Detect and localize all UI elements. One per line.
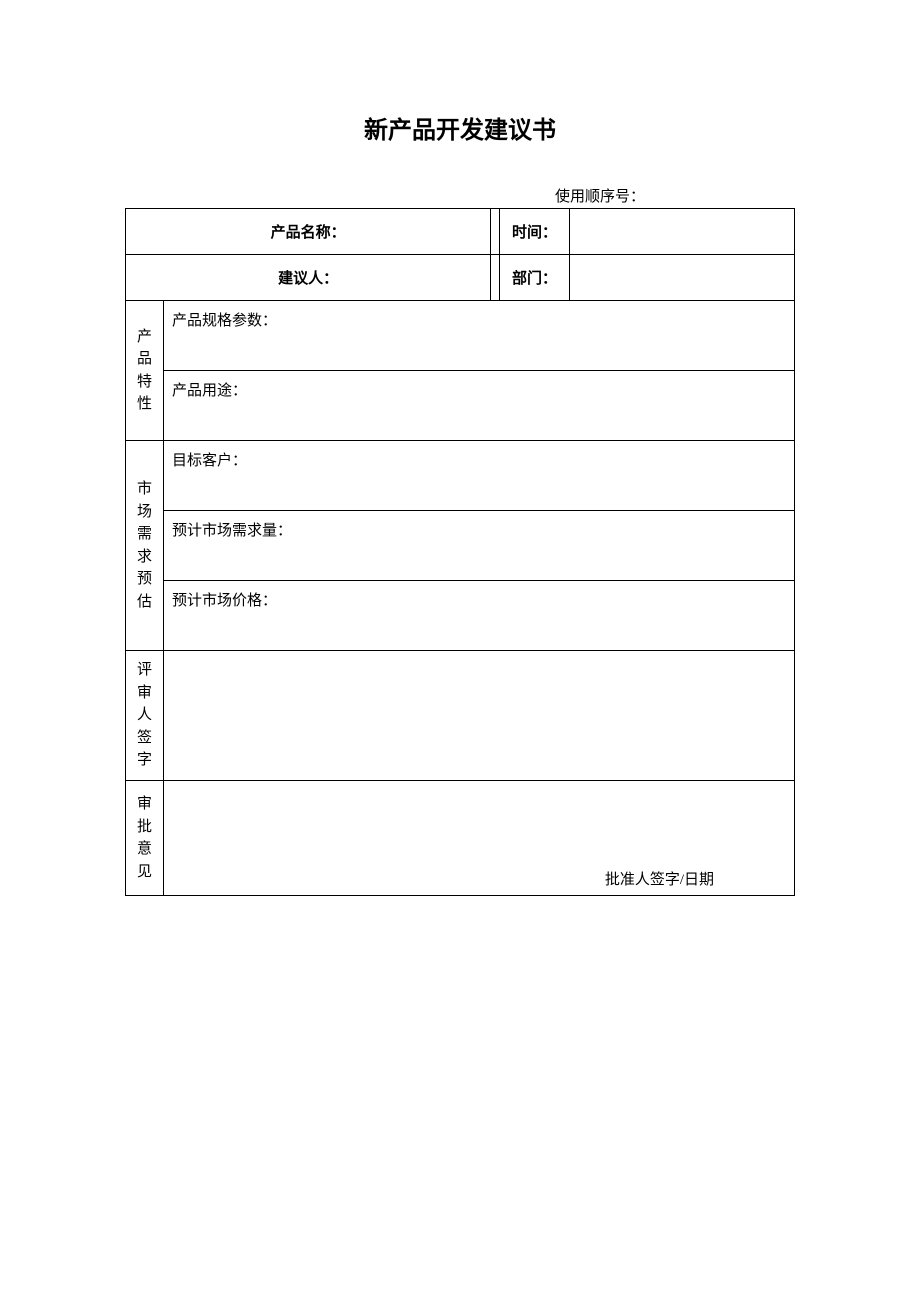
approval-opinion-label: 审 批 意 见 [126, 781, 164, 896]
document-title: 新产品开发建议书 [125, 110, 795, 145]
market-demand-cell[interactable]: 预计市场需求量： [164, 511, 795, 581]
approval-row: 审 批 意 见 批准人签字/日期 [126, 781, 795, 896]
spec-params-cell[interactable]: 产品规格参数： [164, 301, 795, 371]
header-row-2: 建议人： 部门： [126, 255, 795, 301]
product-usage-cell[interactable]: 产品用途： [164, 371, 795, 441]
reviewer-signature-value[interactable] [164, 651, 795, 781]
sequence-number-label: 使用顺序号： [555, 185, 795, 206]
product-features-row-2: 产品用途： [126, 371, 795, 441]
time-label: 时间： [500, 209, 570, 255]
proposer-label: 建议人： [126, 255, 491, 301]
proposer-value[interactable] [491, 255, 500, 301]
department-value[interactable] [570, 255, 795, 301]
reviewer-signature-label: 评 审 人 签 字 [126, 651, 164, 781]
market-price-cell[interactable]: 预计市场价格： [164, 581, 795, 651]
product-name-value[interactable] [491, 209, 500, 255]
reviewer-row: 评 审 人 签 字 [126, 651, 795, 781]
market-row-3: 预计市场价格： [126, 581, 795, 651]
product-features-label: 产 品 特 性 [126, 301, 164, 441]
product-features-row-1: 产 品 特 性 产品规格参数： [126, 301, 795, 371]
market-row-1: 市 场 需 求 预 估 目标客户： [126, 441, 795, 511]
market-forecast-label: 市 场 需 求 预 估 [126, 441, 164, 651]
form-table: 产品名称： 时间： 建议人： 部门： 产 品 特 性 产品规格参数： 产品用途：… [125, 208, 795, 896]
target-customer-cell[interactable]: 目标客户： [164, 441, 795, 511]
product-name-label: 产品名称： [126, 209, 491, 255]
header-row-1: 产品名称： 时间： [126, 209, 795, 255]
department-label: 部门： [500, 255, 570, 301]
time-value[interactable] [570, 209, 795, 255]
approval-signature-cell[interactable]: 批准人签字/日期 [164, 781, 795, 896]
market-row-2: 预计市场需求量： [126, 511, 795, 581]
